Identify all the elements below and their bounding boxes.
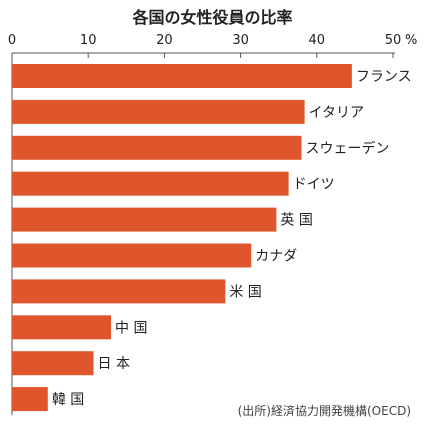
bar xyxy=(12,99,305,124)
x-tick-label: 30 xyxy=(232,33,249,48)
x-tick-label: 40 xyxy=(309,33,326,48)
bar xyxy=(12,315,112,340)
bar xyxy=(12,387,48,412)
source-note: (出所)経済協力開発機構(OECD) xyxy=(237,404,411,418)
bar-category-label: 韓 国 xyxy=(52,392,84,408)
bar xyxy=(12,135,302,160)
bar xyxy=(12,243,252,268)
bar-category-label: 英 国 xyxy=(280,212,312,229)
bar-category-label: スウェーデン xyxy=(306,140,390,157)
bar xyxy=(12,279,226,304)
bar-category-label: イタリア xyxy=(309,105,364,121)
bar xyxy=(12,171,289,196)
bar-category-label: ドイツ xyxy=(293,177,335,193)
bar-category-label: フランス xyxy=(356,69,412,85)
bar-category-label: カナダ xyxy=(255,249,297,265)
bar-category-label: 米 国 xyxy=(229,284,261,300)
x-unit-label: % xyxy=(405,33,417,48)
bar xyxy=(12,64,352,88)
x-tick-label: 50 xyxy=(385,33,402,48)
bar-category-label: 日 本 xyxy=(98,356,130,372)
x-tick-label: 20 xyxy=(156,33,173,48)
bar xyxy=(12,207,277,232)
bar xyxy=(12,351,94,376)
chart-title: 各国の女性役員の比率 xyxy=(132,8,293,27)
x-tick-label: 0 xyxy=(8,33,16,48)
bar-category-label: 中 国 xyxy=(115,320,147,336)
x-tick-label: 10 xyxy=(80,33,97,48)
